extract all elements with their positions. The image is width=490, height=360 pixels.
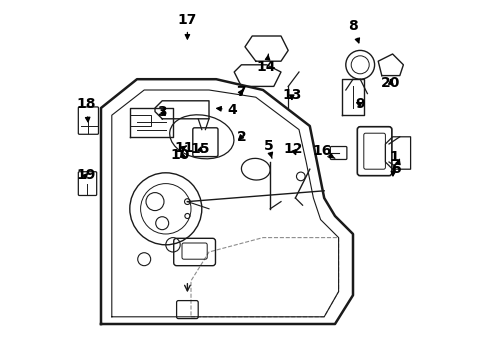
Text: 20: 20 [381,76,400,90]
Text: 3: 3 [157,105,167,118]
Text: 7: 7 [237,85,246,99]
Text: 5: 5 [264,139,273,158]
Text: 11: 11 [174,141,194,154]
Text: 2: 2 [237,130,246,144]
Text: 19: 19 [77,168,97,181]
Text: 4: 4 [217,103,237,117]
Text: 15: 15 [190,143,210,156]
Text: 17: 17 [178,13,197,39]
Text: 18: 18 [77,98,97,122]
Text: 8: 8 [348,19,360,43]
Text: 13: 13 [282,89,301,102]
Text: 14: 14 [257,54,276,73]
Text: 10: 10 [171,148,190,162]
Text: 6: 6 [392,159,401,176]
Text: 1: 1 [390,150,399,176]
Bar [130,115,151,126]
Text: 9: 9 [355,98,365,111]
Text: 16: 16 [313,144,335,158]
Text: 12: 12 [284,143,303,156]
